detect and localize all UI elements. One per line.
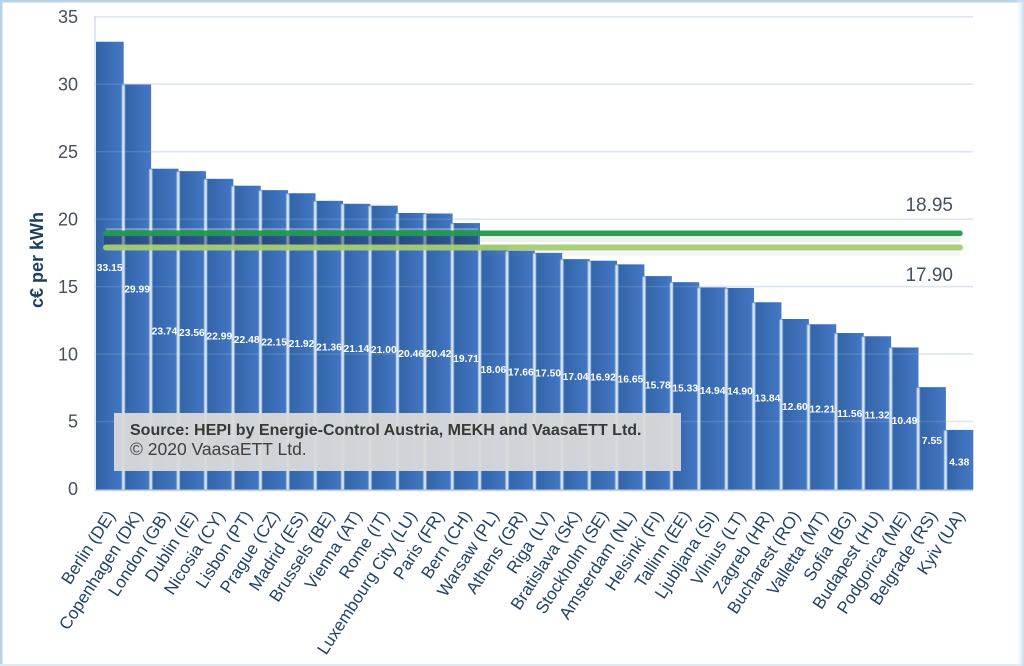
svg-text:0: 0 (68, 479, 78, 499)
svg-text:12.60: 12.60 (782, 402, 808, 413)
svg-text:Source: HEPI by Energie-Contro: Source: HEPI by Energie-Control Austria,… (130, 422, 642, 439)
svg-text:25: 25 (58, 142, 78, 162)
svg-text:21.92: 21.92 (289, 339, 315, 350)
svg-text:14.94: 14.94 (700, 386, 726, 397)
svg-text:7.55: 7.55 (922, 436, 942, 447)
svg-text:21.00: 21.00 (371, 345, 397, 356)
svg-text:29.99: 29.99 (124, 285, 150, 296)
svg-text:4.38: 4.38 (949, 457, 969, 468)
svg-text:c€ per kWh: c€ per kWh (27, 212, 47, 308)
svg-text:16.92: 16.92 (590, 373, 616, 384)
svg-text:15: 15 (58, 277, 78, 297)
svg-text:15.78: 15.78 (645, 380, 671, 391)
svg-text:21.36: 21.36 (316, 343, 342, 354)
svg-text:5: 5 (68, 412, 78, 432)
svg-text:10.49: 10.49 (892, 416, 918, 427)
svg-text:15.33: 15.33 (672, 383, 698, 394)
svg-text:22.15: 22.15 (261, 337, 287, 348)
svg-text:17.66: 17.66 (508, 368, 534, 379)
svg-text:18.95: 18.95 (905, 195, 953, 216)
svg-text:17.50: 17.50 (535, 369, 561, 380)
svg-text:30: 30 (58, 74, 78, 94)
svg-text:20: 20 (58, 209, 78, 229)
svg-text:20.42: 20.42 (426, 349, 452, 360)
svg-text:22.48: 22.48 (234, 335, 260, 346)
svg-text:10: 10 (58, 344, 78, 364)
svg-text:35: 35 (58, 7, 78, 27)
svg-text:18.06: 18.06 (481, 365, 507, 376)
svg-text:11.32: 11.32 (864, 410, 889, 421)
svg-text:13.84: 13.84 (755, 393, 781, 404)
svg-text:12.21: 12.21 (809, 404, 835, 415)
svg-text:17.90: 17.90 (905, 265, 953, 286)
svg-text:14.90: 14.90 (727, 386, 753, 397)
svg-text:33.15: 33.15 (97, 263, 123, 274)
svg-text:22.99: 22.99 (206, 332, 232, 343)
svg-text:11.56: 11.56 (837, 409, 862, 420)
svg-text:21.14: 21.14 (344, 344, 370, 355)
svg-text:20.46: 20.46 (398, 349, 424, 360)
svg-text:© 2020 VaasaETT Ltd.: © 2020 VaasaETT Ltd. (130, 439, 307, 459)
svg-text:17.04: 17.04 (563, 372, 589, 383)
svg-text:23.56: 23.56 (179, 328, 205, 339)
svg-text:16.65: 16.65 (618, 375, 644, 386)
svg-text:19.71: 19.71 (453, 354, 479, 365)
svg-text:23.74: 23.74 (152, 327, 178, 338)
